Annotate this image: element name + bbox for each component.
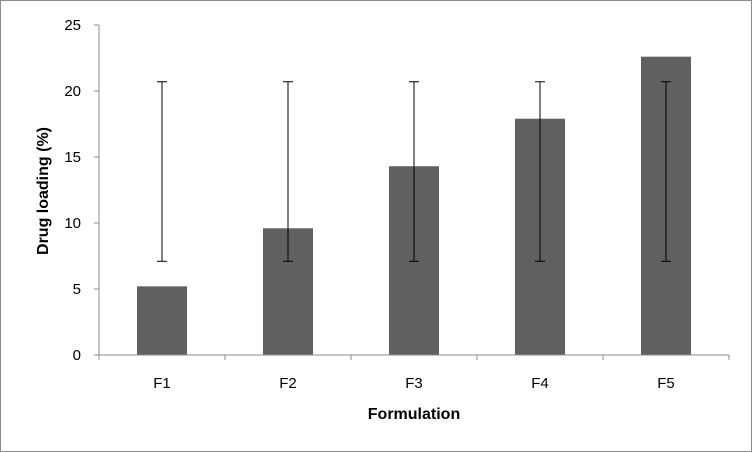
x-tick-label-f2: F2 xyxy=(279,375,297,392)
error-bar-f2 xyxy=(283,81,293,262)
axes-group xyxy=(94,24,730,360)
tick-labels-group: 0 5 10 15 20 25 F1 F2 F3 F4 F5 xyxy=(64,17,674,392)
error-bar-f1 xyxy=(157,81,167,262)
error-bar-f4 xyxy=(535,81,545,262)
y-axis-title: Drug loading (%) xyxy=(35,127,52,255)
x-tick-label-f5: F5 xyxy=(657,375,675,392)
error-bar-f5 xyxy=(661,81,671,262)
x-tick-label-f4: F4 xyxy=(531,375,549,392)
y-tick-label: 10 xyxy=(64,215,81,232)
x-tick-label-f3: F3 xyxy=(405,375,423,392)
x-axis-title: Formulation xyxy=(368,406,460,423)
bar-f1 xyxy=(137,286,187,355)
y-tick-label: 25 xyxy=(64,17,81,34)
error-bar-f3 xyxy=(409,81,419,262)
y-tick-label: 15 xyxy=(64,149,81,166)
y-tick-label: 20 xyxy=(64,83,81,100)
y-tick-label: 5 xyxy=(73,281,81,298)
x-tick-label-f1: F1 xyxy=(153,375,171,392)
y-tick-label: 0 xyxy=(73,347,81,364)
error-bars-group xyxy=(157,81,671,262)
